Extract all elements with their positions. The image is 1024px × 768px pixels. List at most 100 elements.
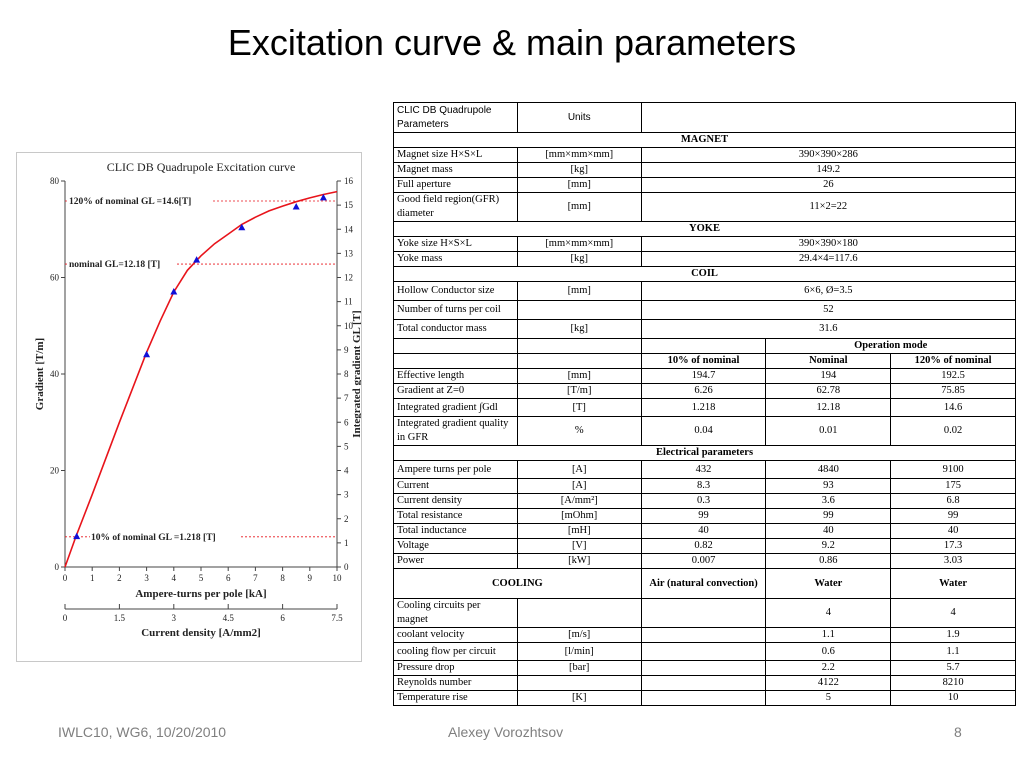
y-tick-label: 20	[50, 466, 60, 476]
param-value: 75.85	[890, 383, 1016, 399]
x-tick-label: 7	[253, 573, 258, 583]
slide-title: Excitation curve & main parameters	[227, 22, 797, 63]
excitation-curve	[64, 190, 338, 568]
param-value: 5.7	[890, 660, 1016, 676]
x-tick-label: 9	[308, 573, 313, 583]
param-units: [mm]	[516, 192, 642, 222]
param-units	[516, 598, 642, 628]
y2-tick-label: 10	[344, 321, 354, 331]
param-units: [mm×mm×mm]	[516, 147, 642, 163]
param-units: [kg]	[516, 251, 642, 267]
data-point-marker	[170, 287, 178, 295]
param-value	[640, 598, 767, 628]
param-name: Good field region(GFR) diameter	[393, 192, 518, 222]
excitation-chart-svg: CLIC DB Quadrupole Excitation curve02040…	[34, 160, 363, 639]
footer-left: IWLC10, WG6, 10/20/2010	[58, 724, 227, 740]
table-row: Ampere turns per pole [A] 432 4840 9100	[393, 460, 1016, 479]
y2-tick-label: 3	[344, 490, 349, 500]
param-value: 52	[640, 300, 1017, 320]
table-row: Magnet mass [kg] 149.2	[393, 162, 1017, 178]
table-row: Integrated gradient quality in GFR% 0.04 0…	[393, 416, 1016, 446]
param-units	[516, 675, 642, 691]
blank-cell	[640, 338, 767, 354]
param-name: Integrated gradient quality in GFR	[393, 416, 518, 446]
cooling-medium: Air (natural convection)	[640, 568, 767, 599]
param-units: [mm]	[516, 177, 642, 193]
param-value: 1.1	[890, 642, 1016, 661]
param-name: Reynolds number	[393, 675, 518, 691]
param-name: Total inductance	[393, 523, 518, 539]
param-value	[640, 642, 767, 661]
param-value: 1.9	[890, 627, 1016, 643]
x-axis-title: Ampere-turns per pole [kA]	[135, 588, 266, 600]
param-value: 9.2	[765, 538, 892, 554]
param-value: 11×2=22	[640, 192, 1017, 222]
footer-page-number: 8	[954, 724, 962, 740]
table-row: Yoke mass [kg] 29.4×4=117.6	[393, 251, 1017, 267]
param-units	[516, 300, 642, 320]
param-name: Ampere turns per pole	[393, 460, 518, 479]
y2-tick-label: 7	[344, 393, 349, 403]
param-value: 99	[765, 508, 892, 524]
param-value: 0.6	[765, 642, 892, 661]
param-value: 9100	[890, 460, 1016, 479]
table-row: Temperature rise [K] 5 10	[393, 690, 1016, 706]
param-value: 0.02	[890, 416, 1016, 446]
table-row: Number of turns per coil 52	[393, 300, 1017, 320]
y-tick-label: 0	[55, 562, 60, 572]
x2-tick-label: 6	[280, 613, 285, 623]
param-value: 194.7	[640, 368, 767, 384]
param-value: 194	[765, 368, 892, 384]
y2-tick-label: 13	[344, 248, 354, 258]
param-value: 0.007	[640, 553, 767, 569]
param-value: 10	[890, 690, 1016, 706]
param-value: 5	[765, 690, 892, 706]
annotation-background	[90, 528, 240, 541]
y2-tick-label: 16	[344, 176, 354, 186]
y2-tick-label: 15	[344, 200, 354, 210]
table-row: Reynolds number 4122 8210	[393, 675, 1016, 691]
param-value: 0.82	[640, 538, 767, 554]
table-row: Current density [A/mm²] 0.3 3.6 6.8	[393, 493, 1016, 509]
param-value	[640, 660, 767, 676]
x-tick-label: 3	[144, 573, 149, 583]
section-heading: MAGNET	[393, 132, 1016, 148]
table-row: Cooling circuits per magnet 4 4	[393, 598, 1016, 628]
table-row: Power [kW] 0.007 0.86 3.03	[393, 553, 1016, 569]
cooling-label: COOLING	[393, 568, 642, 599]
param-units: [V]	[516, 538, 642, 554]
y2-tick-label: 12	[344, 273, 353, 283]
param-value: 93	[765, 478, 892, 494]
param-value	[640, 675, 767, 691]
operation-column-header: Nominal	[765, 353, 892, 369]
x2-tick-label: 0	[63, 613, 68, 623]
param-units: [A]	[516, 478, 642, 494]
param-name: Magnet mass	[393, 162, 518, 178]
header-units: Units	[516, 102, 642, 133]
param-value	[640, 690, 767, 706]
param-name: Integrated gradient ∫Gdl	[393, 398, 518, 417]
param-units: [K]	[516, 690, 642, 706]
x-tick-label: 1	[90, 573, 95, 583]
y2-tick-label: 9	[344, 345, 349, 355]
y2-axis-title: Integrated gradient GL [T]	[351, 310, 361, 437]
param-value: 192.5	[890, 368, 1016, 384]
param-name: Current	[393, 478, 518, 494]
param-value: 4	[765, 598, 892, 628]
param-units: [mH]	[516, 523, 642, 539]
param-name: Pressure drop	[393, 660, 518, 676]
param-value: 175	[890, 478, 1016, 494]
param-units: [mm]	[516, 368, 642, 384]
x-tick-label: 10	[333, 573, 343, 583]
param-value: 4	[890, 598, 1016, 628]
param-units: [mm]	[516, 281, 642, 301]
param-value: 14.6	[890, 398, 1016, 417]
parameters-table-body: CLIC DB Quadrupole Parameters Units MAGN…	[393, 102, 1017, 706]
annotation-label: 10% of nominal GL =1.218 [T]	[91, 533, 216, 543]
x2-tick-label: 3	[172, 613, 177, 623]
x2-tick-label: 7.5	[331, 613, 343, 623]
param-value: 40	[890, 523, 1016, 539]
param-units: [kW]	[516, 553, 642, 569]
param-value: 99	[890, 508, 1016, 524]
operation-mode-row: Operation mode	[393, 338, 1016, 354]
